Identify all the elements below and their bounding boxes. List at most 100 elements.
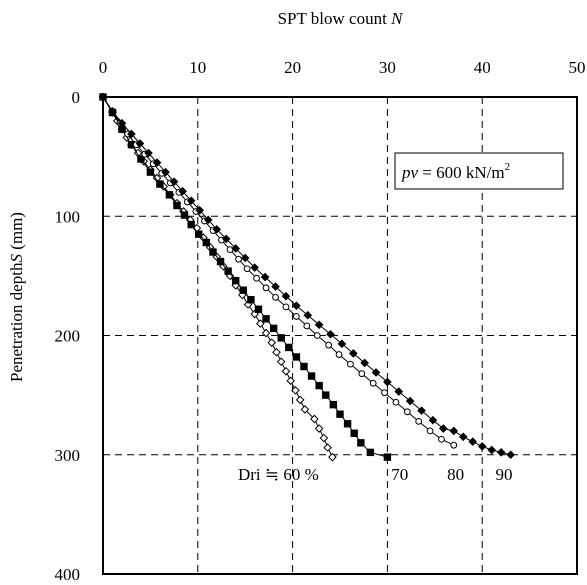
data-point-70-24 (292, 353, 301, 361)
data-point-70-6 (156, 180, 164, 188)
data-point-80-26 (335, 351, 343, 358)
data-point-70-33 (357, 439, 365, 447)
data-point-80-24 (313, 332, 321, 339)
series-label-3: 90 (496, 465, 513, 484)
data-point-90-20 (281, 291, 291, 301)
data-point-80-36 (450, 441, 458, 449)
data-point-90-40 (496, 448, 506, 457)
data-point-90-12 (203, 215, 213, 225)
data-point-70-21 (269, 324, 278, 333)
y-tick-label-0: 0 (72, 88, 81, 107)
data-point-60-37 (319, 433, 329, 443)
data-point-90-41 (506, 450, 515, 460)
x-tick-label-3: 30 (379, 58, 396, 77)
y-tick-label-3: 300 (55, 446, 81, 465)
data-point-70-18 (247, 296, 255, 304)
data-point-80-29 (369, 379, 377, 387)
data-point-60-34 (300, 405, 310, 414)
data-point-60-31 (286, 376, 296, 386)
data-point-90-11 (195, 205, 205, 215)
data-point-70-11 (195, 230, 203, 238)
data-point-80-34 (426, 427, 434, 435)
data-point-90-33 (428, 415, 438, 425)
data-point-90-32 (417, 406, 426, 415)
data-point-70-19 (254, 305, 263, 313)
data-point-80-22 (292, 313, 300, 320)
data-point-90-29 (383, 377, 392, 387)
series-60 (98, 92, 337, 462)
data-point-70-15 (224, 267, 232, 275)
data-point-90-31 (405, 396, 415, 406)
data-point-90-24 (326, 330, 335, 339)
series-90 (98, 92, 515, 460)
data-point-90-9 (178, 186, 187, 196)
data-point-90-3 (127, 129, 136, 139)
data-point-70-7 (165, 191, 174, 199)
data-point-90-4 (135, 139, 145, 148)
data-point-80-21 (282, 303, 290, 311)
data-point-70-31 (343, 420, 352, 428)
x-tick-label-2: 20 (284, 58, 301, 77)
data-point-90-5 (144, 148, 153, 158)
data-point-60-29 (276, 357, 286, 367)
data-point-90-7 (161, 167, 170, 177)
series-label-2: 80 (447, 465, 464, 484)
data-point-90-30 (394, 387, 404, 396)
data-point-90-1 (108, 107, 117, 116)
series-label-1: 70 (391, 465, 408, 484)
plot-frame (102, 96, 578, 575)
data-point-70-35 (383, 453, 392, 461)
data-point-90-15 (231, 244, 241, 253)
y-axis-title: Penetration depthS (mm) (7, 212, 26, 382)
data-point-60-26 (261, 328, 271, 338)
data-point-70-16 (232, 276, 240, 285)
data-point-90-16 (240, 253, 250, 263)
data-point-60-30 (281, 366, 291, 376)
data-point-80-30 (381, 389, 388, 397)
annotation-text: pv = 600 kN/m2 (401, 161, 510, 182)
y-tick-label-2: 200 (55, 327, 81, 346)
data-point-90-22 (303, 310, 313, 320)
data-point-60-28 (272, 347, 281, 357)
data-point-90-39 (487, 445, 496, 455)
data-point-90-35 (449, 426, 459, 436)
data-point-80-32 (403, 408, 411, 416)
data-point-90-19 (271, 282, 280, 291)
data-point-80-31 (392, 398, 400, 406)
data-point-90-25 (337, 339, 347, 349)
data-point-80-27 (347, 360, 354, 368)
x-tick-label-4: 40 (474, 58, 491, 77)
data-point-90-28 (371, 368, 381, 377)
data-point-70-34 (366, 448, 375, 457)
data-point-90-17 (250, 263, 259, 272)
data-point-90-13 (212, 225, 222, 234)
data-point-70-5 (146, 168, 155, 176)
data-point-70-29 (329, 400, 338, 409)
data-point-80-17 (243, 265, 251, 273)
data-point-80-23 (303, 322, 311, 330)
y-tick-label-4: 400 (55, 565, 81, 584)
data-point-70-17 (239, 286, 248, 294)
data-point-80-25 (325, 341, 333, 349)
data-point-70-28 (322, 391, 330, 399)
data-point-60-39 (328, 452, 337, 462)
data-point-80-19 (262, 284, 270, 292)
data-point-90-27 (360, 358, 369, 368)
data-point-70-22 (277, 334, 285, 342)
data-point-90-38 (477, 442, 487, 451)
data-point-70-26 (307, 372, 316, 380)
annotation-box-border (394, 152, 564, 190)
data-point-70-32 (350, 429, 358, 437)
x-tick-label-0: 0 (99, 58, 108, 77)
annotation-box: pv = 600 kN/m2 (394, 152, 564, 190)
data-point-70-13 (209, 248, 217, 256)
data-point-70-4 (137, 155, 145, 163)
data-point-90-2 (117, 118, 127, 128)
data-point-70-10 (187, 220, 195, 229)
y-tick-label-1: 100 (55, 207, 81, 226)
series-70 (99, 93, 392, 461)
data-point-70-25 (300, 362, 308, 371)
data-point-60-38 (323, 443, 332, 452)
data-point-80-20 (272, 293, 279, 301)
data-point-90-23 (314, 320, 324, 330)
